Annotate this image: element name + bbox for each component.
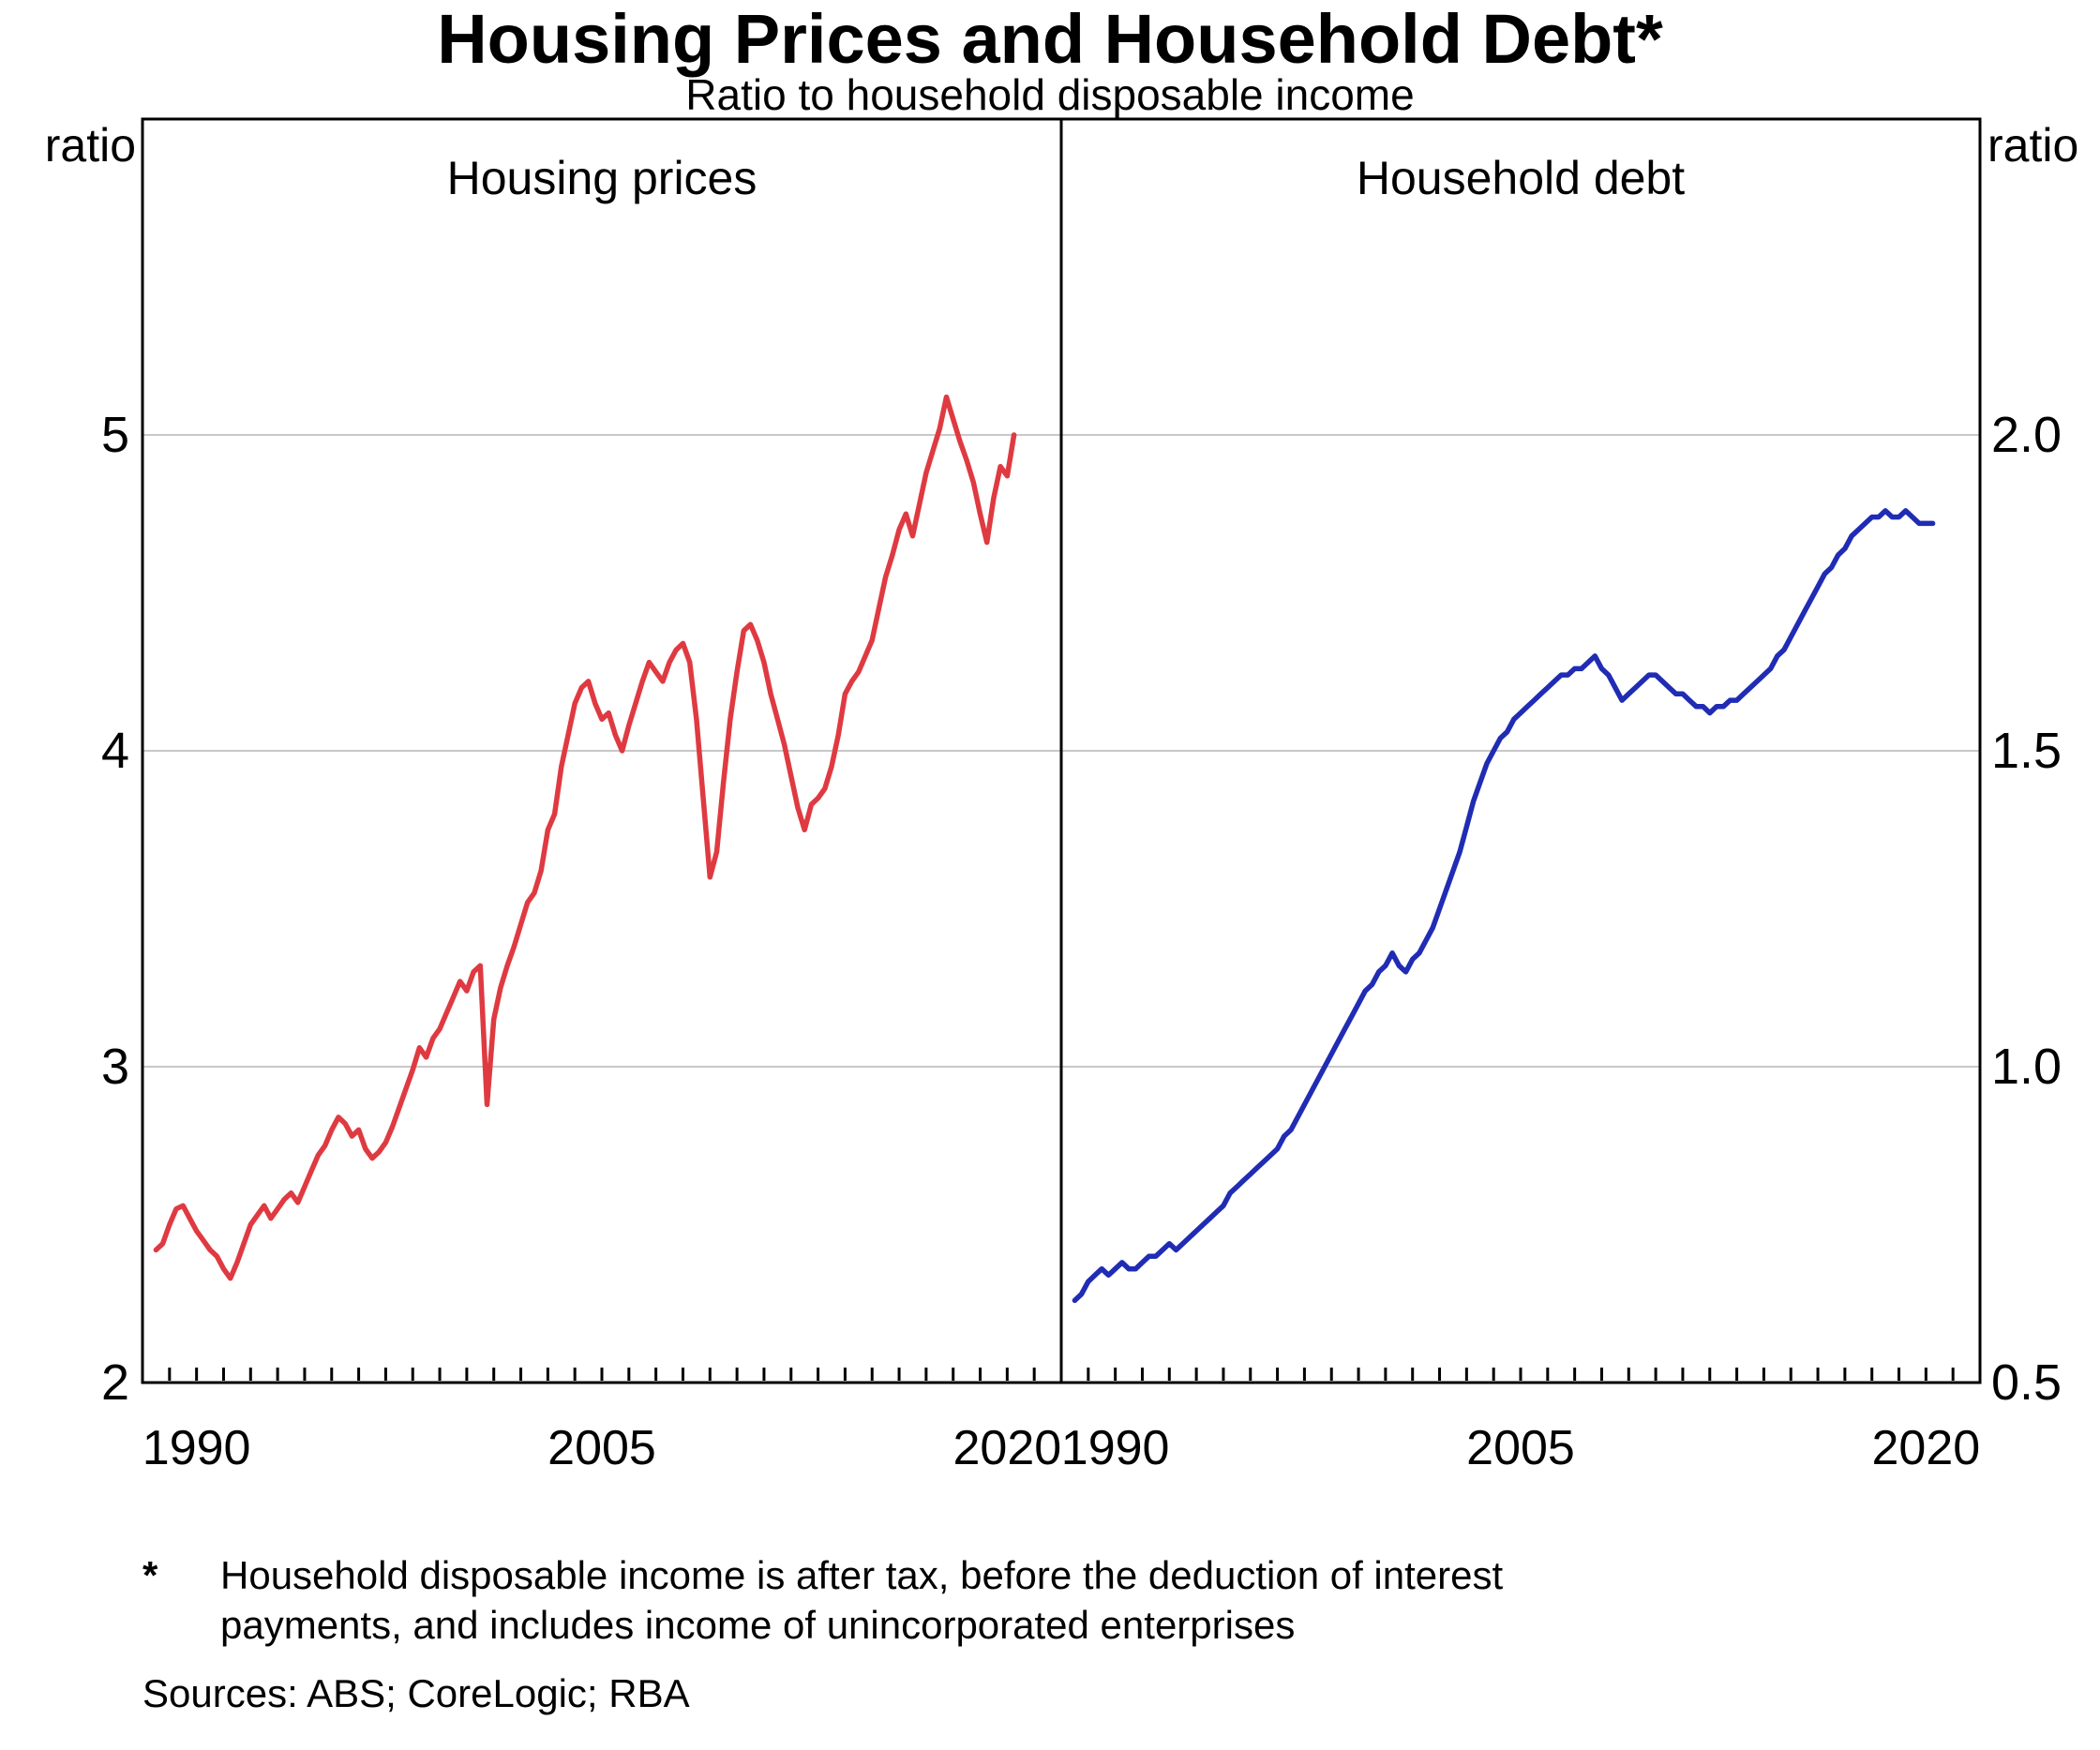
y-tick-label-right: 1.0 — [1991, 1039, 2062, 1095]
panel-title: Household debt — [1357, 152, 1685, 204]
y-tick-label-left: 5 — [101, 407, 129, 463]
x-tick-label: 1990 — [142, 1421, 251, 1475]
plot-frame — [141, 117, 1982, 1384]
x-tick-label: 1990 — [1061, 1421, 1170, 1475]
y-tick-label-left: 3 — [101, 1039, 129, 1095]
chart-title: Housing Prices and Household Debt* — [437, 0, 1663, 78]
chart-subtitle: Ratio to household disposable income — [685, 70, 1415, 119]
left-axis-unit-label: ratio — [45, 119, 136, 172]
right-axis-unit-label: ratio — [1988, 119, 2078, 172]
y-tick-label-left: 4 — [101, 723, 129, 779]
footnote-marker: * — [142, 1553, 158, 1597]
y-tick-label-right: 2.0 — [1991, 407, 2062, 463]
footnote: * Household disposable income is after t… — [142, 1551, 1589, 1651]
housing-prices-line — [153, 394, 1017, 1281]
y-tick-label-right: 1.5 — [1991, 723, 2062, 779]
y-tick-label-right: 0.5 — [1991, 1354, 2062, 1411]
y-tick-label-left: 2 — [101, 1354, 129, 1411]
sources-line: Sources: ABS; CoreLogic; RBA — [142, 1671, 690, 1715]
x-tick-label: 2020 — [953, 1421, 1062, 1475]
panel-title: Housing prices — [447, 152, 758, 204]
footnote-text: Household disposable income is after tax… — [220, 1553, 1504, 1647]
x-tick-label: 2005 — [548, 1421, 656, 1475]
x-tick-label: 2005 — [1466, 1421, 1575, 1475]
x-tick-label: 2020 — [1872, 1421, 1981, 1475]
household-debt-line — [1072, 508, 1936, 1304]
